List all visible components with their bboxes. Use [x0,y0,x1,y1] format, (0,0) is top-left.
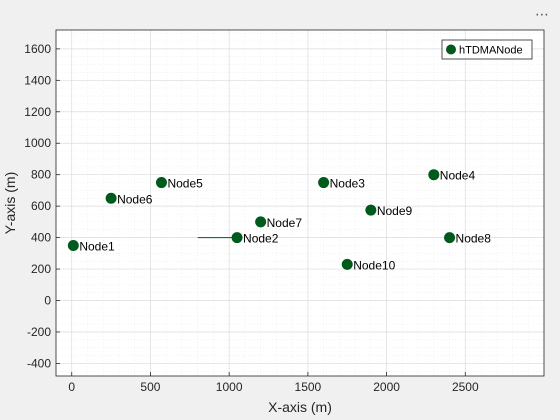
more-options-icon[interactable]: ⋯ [535,6,550,22]
x-axis-label: X-axis (m) [268,399,332,415]
data-point [365,204,377,216]
y-axis-label: Y-axis (m) [2,172,18,235]
legend[interactable]: hTDMANode [441,39,533,60]
axes-background [56,30,544,376]
point-label: Node2 [243,232,279,246]
data-point [231,232,243,244]
point-label: Node1 [79,239,115,253]
data-point [105,192,117,204]
data-point [444,232,456,244]
x-tick-label: 2000 [373,380,400,394]
data-point [428,169,440,181]
y-tick-label: -400 [27,356,51,370]
y-tick-label: 1000 [24,136,51,150]
data-points: Node1 Node2 Node3 Node4 Node5 Node6 Node7 Node8… [67,169,492,272]
point-label: Node9 [377,204,413,218]
y-tick-label: 1400 [24,73,51,87]
point-label: Node6 [117,192,153,206]
y-tick-label: 400 [31,231,51,245]
x-tick-label: 2500 [452,380,479,394]
x-tick-label: 1500 [295,380,322,394]
legend-marker [446,44,456,55]
point-label: Node10 [353,258,395,272]
data-point [341,258,353,270]
point-label: Node7 [267,216,303,230]
y-tick-label: -200 [27,325,51,339]
data-point [155,177,167,189]
legend-entry: hTDMANode [459,45,523,57]
point-label: Node3 [330,177,366,191]
point-label: Node5 [167,177,203,191]
legend-box [441,39,533,60]
axis-ticks: 0 500 1000 1500 2000 2500 -400 -200 0 200 400 600 80… [24,42,479,394]
y-tick-label: 600 [31,199,51,213]
x-tick-label: 1000 [216,380,243,394]
data-point [318,177,330,189]
y-tick-label: 1600 [24,42,51,56]
x-tick-label: 0 [68,380,75,394]
y-tick-label: 200 [31,262,51,276]
y-tick-label: 800 [31,168,51,182]
data-point [67,239,79,251]
y-tick-label: 1200 [24,105,51,119]
x-tick-label: 500 [140,380,160,394]
point-label: Node4 [440,169,476,183]
point-label: Node8 [456,232,492,246]
data-point [255,216,267,228]
y-tick-label: 0 [44,294,51,308]
axes-box [55,29,545,377]
